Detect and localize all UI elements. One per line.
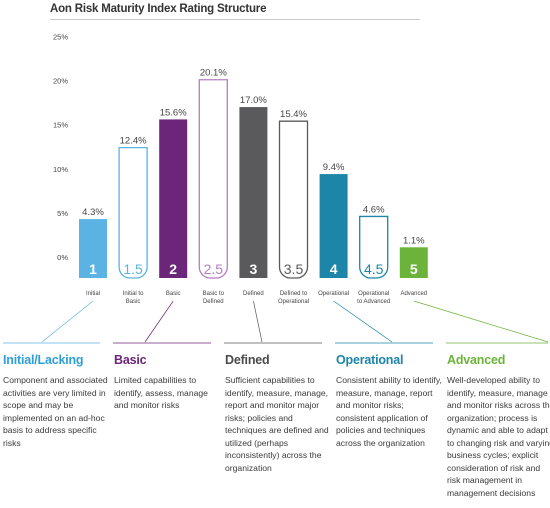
bar-chart: 0% 5% 10% 15% 20% 25% 4.3% 1 Initial 12.4% 1.5 Init…	[3, 33, 549, 344]
connector-line	[413, 300, 549, 343]
chart-title: Aon Risk Maturity Index Rating Structure	[50, 3, 267, 15]
description-title: Defined	[225, 353, 270, 367]
y-tick-label: 10%	[53, 165, 68, 174]
data-label: 12.4%	[120, 136, 147, 147]
description-basic: Basic Limited capabilities to identify, …	[114, 353, 222, 412]
rating-number: 2.5	[204, 261, 224, 277]
category-label: to Advanced	[357, 299, 390, 305]
description-text: Well-developed ability to identify, meas…	[447, 375, 550, 498]
description-advanced: Advanced Well-developed ability to ident…	[447, 353, 550, 499]
data-label: 15.6%	[160, 107, 187, 118]
category-label: Basic to	[203, 291, 225, 297]
category-label: Basic	[166, 291, 181, 297]
description-title: Initial/Lacking	[3, 353, 84, 367]
description-text: Sufficient capabilities to identify, mea…	[225, 375, 329, 473]
data-label: 15.4%	[280, 109, 307, 120]
y-tick-label: 15%	[53, 121, 68, 130]
rating-number: 2	[169, 261, 177, 277]
connector-line	[41, 300, 94, 343]
y-tick-label: 0%	[57, 253, 68, 262]
data-label: 1.1%	[403, 235, 425, 246]
data-label: 20.1%	[200, 68, 227, 79]
bar	[399, 247, 428, 278]
rating-number: 4.5	[364, 261, 384, 277]
description-text: Limited capabilities to identify, assess…	[114, 375, 208, 410]
category-label: Advanced	[400, 291, 427, 297]
category-label: Initial to	[123, 291, 144, 297]
description-text: Consistent ability to identify, measure,…	[336, 375, 442, 448]
category-label: Initial	[86, 291, 100, 297]
bar	[359, 215, 389, 279]
bar	[159, 119, 188, 279]
bar	[118, 146, 148, 279]
connector-line	[144, 300, 174, 343]
category-label: Basic	[126, 299, 141, 305]
rating-number: 1	[89, 261, 97, 277]
description-operational: Operational Consistent ability to identi…	[336, 353, 444, 449]
category-label: Operational	[318, 291, 349, 297]
description-title: Basic	[114, 353, 147, 367]
rating-number: 1.5	[123, 261, 143, 277]
description-title: Operational	[336, 353, 404, 367]
rating-number: 4	[330, 261, 338, 277]
description-text: Component and associated activities are …	[3, 375, 108, 448]
bar	[79, 219, 107, 278]
y-tick-label: 20%	[53, 77, 68, 86]
connector-line	[253, 300, 263, 343]
y-tick-label: 25%	[53, 33, 68, 42]
y-tick-label: 5%	[57, 209, 68, 218]
category-label: Defined	[203, 299, 224, 305]
rating-number: 5	[410, 261, 418, 277]
bar	[198, 79, 228, 279]
data-label: 9.4%	[323, 162, 345, 173]
connector-line	[333, 300, 393, 343]
category-label: Operational	[358, 291, 389, 297]
data-label: 4.3%	[82, 207, 104, 218]
category-label: Defined	[243, 291, 264, 297]
description-title: Advanced	[447, 353, 506, 367]
bar	[239, 107, 268, 278]
description-initial-lacking: Initial/Lacking Component and associated…	[3, 353, 111, 449]
category-label: Operational	[278, 299, 309, 305]
rating-number: 3.5	[284, 261, 304, 277]
bar	[278, 120, 309, 279]
description-defined: Defined Sufficient capabilities to ident…	[225, 353, 333, 474]
data-label: 4.6%	[363, 204, 385, 215]
bar	[319, 174, 348, 278]
title-rule	[50, 19, 420, 20]
category-label: Defined to	[280, 291, 308, 297]
rating-number: 3	[250, 261, 258, 277]
data-label: 17.0%	[240, 95, 267, 106]
